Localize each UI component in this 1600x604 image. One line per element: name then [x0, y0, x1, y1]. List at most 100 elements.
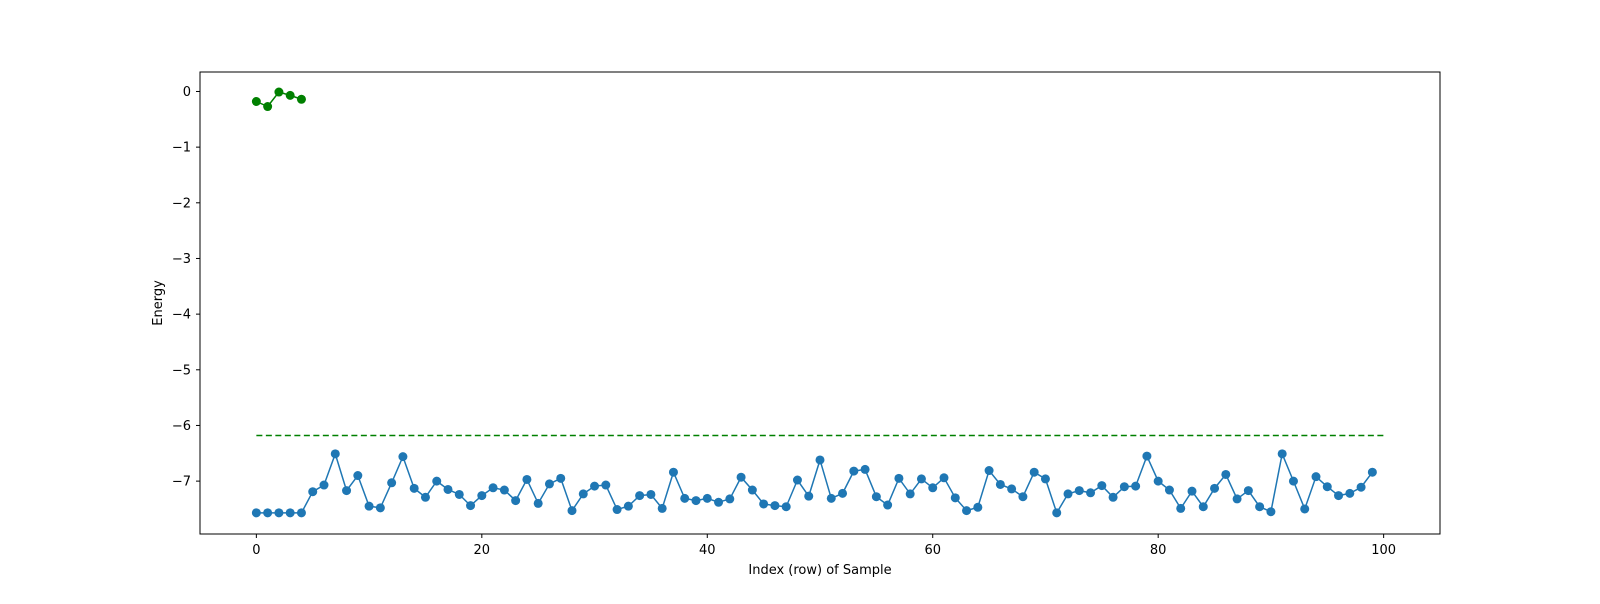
- data-point: [1097, 481, 1107, 491]
- data-point: [747, 485, 757, 495]
- data-point: [1255, 502, 1265, 512]
- data-point: [714, 497, 724, 507]
- data-point: [1345, 488, 1355, 498]
- data-point: [398, 452, 408, 462]
- data-point: [1142, 451, 1152, 461]
- data-point: [567, 506, 577, 516]
- data-point: [274, 87, 284, 97]
- y-tick-label: −5: [172, 363, 191, 378]
- data-point: [680, 493, 690, 503]
- data-point: [1322, 482, 1332, 492]
- data-point: [939, 473, 949, 483]
- data-point: [849, 466, 859, 476]
- data-point: [1052, 508, 1062, 518]
- data-point: [725, 494, 735, 504]
- data-point: [375, 503, 385, 513]
- data-point: [1040, 474, 1050, 484]
- data-point: [860, 464, 870, 474]
- data-point: [556, 473, 566, 483]
- data-point: [601, 480, 611, 490]
- data-point: [1007, 484, 1017, 494]
- data-point: [263, 508, 273, 518]
- data-point: [533, 498, 543, 508]
- data-point: [838, 488, 848, 498]
- data-point: [1018, 492, 1028, 502]
- plot-marks: [251, 87, 1384, 518]
- data-point: [962, 506, 972, 516]
- y-tick-label: −4: [172, 308, 191, 323]
- y-tick-label: −2: [172, 196, 191, 211]
- x-tick-label: 40: [699, 543, 716, 558]
- axes-frame: [199, 71, 1441, 535]
- data-point: [916, 474, 926, 484]
- axis-ticks: 0 20 40 60 80 100 0 −1 −2 −3 −4 −5 −6 −7: [172, 85, 1396, 558]
- y-tick-label: −7: [172, 475, 191, 490]
- data-point: [792, 475, 802, 485]
- x-tick-label: 60: [924, 543, 941, 558]
- data-point: [409, 483, 419, 493]
- data-point: [1334, 491, 1344, 501]
- data-point: [466, 501, 476, 511]
- x-tick-label: 100: [1371, 543, 1396, 558]
- y-tick-label: 0: [183, 85, 191, 100]
- data-point: [883, 500, 893, 510]
- data-point: [251, 97, 261, 106]
- data-point: [1074, 486, 1084, 496]
- data-point: [950, 493, 960, 503]
- data-point: [432, 476, 442, 486]
- data-point: [1221, 469, 1231, 479]
- data-point: [353, 471, 363, 481]
- data-point: [691, 496, 701, 506]
- data-point: [657, 503, 667, 513]
- data-point: [1243, 486, 1253, 496]
- data-point: [477, 491, 487, 501]
- data-point: [285, 90, 295, 100]
- data-point: [612, 505, 622, 515]
- data-point: [759, 499, 769, 509]
- y-tick-label: −6: [172, 419, 191, 434]
- data-point: [623, 501, 633, 511]
- data-point: [804, 491, 814, 501]
- data-point: [668, 467, 678, 477]
- data-point: [1356, 482, 1366, 492]
- y-axis-label: Energy: [151, 280, 166, 326]
- data-point: [420, 492, 430, 502]
- data-point: [635, 491, 645, 501]
- x-axis-label: Index (row) of Sample: [748, 563, 891, 578]
- data-point: [274, 508, 284, 518]
- data-point: [646, 489, 656, 499]
- data-point: [319, 480, 329, 490]
- data-point: [308, 487, 318, 497]
- series-1: [251, 87, 306, 112]
- data-point: [330, 449, 340, 459]
- data-point: [1367, 467, 1377, 477]
- data-point: [1288, 476, 1298, 486]
- data-point: [702, 493, 712, 503]
- data-point: [387, 478, 397, 488]
- data-point: [984, 466, 994, 476]
- data-point: [342, 486, 352, 496]
- data-point: [251, 508, 261, 518]
- data-point: [736, 472, 746, 482]
- data-point: [511, 496, 521, 506]
- data-point: [1198, 502, 1208, 512]
- series-line: [256, 451, 1373, 515]
- data-point: [995, 479, 1005, 489]
- data-point: [1153, 476, 1163, 486]
- data-point: [1300, 504, 1310, 514]
- series-0: [251, 449, 1377, 518]
- x-tick-label: 0: [252, 543, 260, 558]
- data-point: [1311, 472, 1321, 482]
- data-point: [296, 94, 306, 104]
- data-point: [871, 492, 881, 502]
- data-point: [1119, 482, 1129, 492]
- data-point: [826, 493, 836, 503]
- data-point: [1063, 489, 1073, 499]
- data-point: [1108, 492, 1118, 502]
- y-tick-label: −1: [172, 141, 191, 156]
- data-point: [770, 501, 780, 511]
- x-tick-label: 20: [474, 543, 491, 558]
- data-point: [454, 489, 464, 499]
- data-point: [1029, 467, 1039, 477]
